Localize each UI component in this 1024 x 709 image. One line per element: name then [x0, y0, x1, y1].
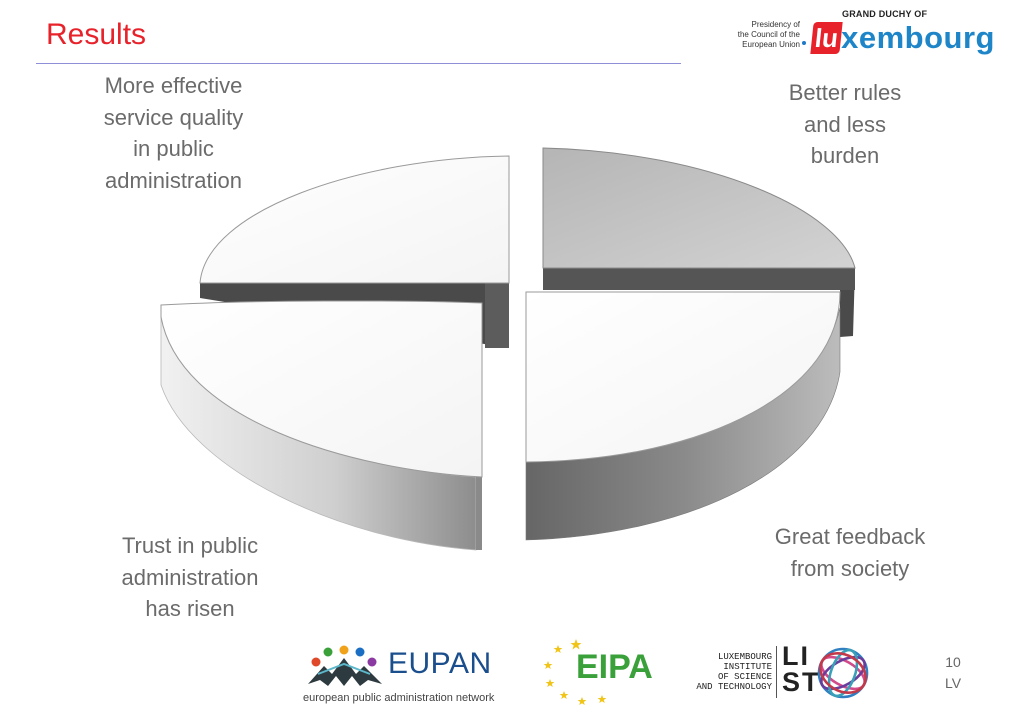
- page-number-value: 10: [945, 654, 961, 670]
- eipa-wordmark: EIPA: [576, 648, 653, 686]
- segment-top-face: [160, 300, 483, 478]
- label-line: Trust in public: [121, 533, 259, 558]
- label-bottom-right: Great feedback from society: [735, 521, 965, 584]
- label-line: service quality: [103, 104, 244, 130]
- list-institute-line: OF SCIENCE: [717, 672, 772, 682]
- pie-segment-bottom-right: [525, 291, 841, 541]
- label-line: More effective: [104, 73, 243, 98]
- list-logo: LUXEMBOURG INSTITUTE OF SCIENCE AND TECH…: [693, 640, 873, 704]
- label-line: burden: [810, 143, 880, 168]
- page-number: 10 LV: [935, 652, 971, 694]
- label-top-right: Better rules and less burden: [745, 77, 945, 172]
- label-line: in public: [133, 136, 214, 161]
- eipa-logo: EIPA: [540, 635, 660, 705]
- people-circle-icon: [308, 645, 382, 686]
- list-mark-line: ST: [782, 667, 821, 697]
- page-code: LV: [944, 675, 962, 691]
- eupan-wordmark: EUPAN: [388, 647, 492, 680]
- list-institute-name: LUXEMBOURG INSTITUTE OF SCIENCE AND TECH…: [696, 652, 772, 692]
- presidency-line: the Council of the: [737, 30, 800, 39]
- wordmark-prefix: lu: [810, 22, 843, 54]
- pie-segment-top-right: [542, 147, 856, 337]
- wordmark-rest: xembourg: [841, 20, 995, 55]
- segment-side-face: [485, 283, 509, 348]
- label-line: and less: [804, 111, 886, 137]
- luxembourg-presidency-logo: GRAND DUCHY OF Presidency of the Council…: [722, 6, 1012, 62]
- list-institute-line: AND TECHNOLOGY: [696, 682, 772, 692]
- presidency-label: Presidency of the Council of the Europea…: [722, 20, 800, 50]
- title-divider: [36, 63, 681, 64]
- list-divider: [776, 646, 777, 698]
- globe-rings-icon: [817, 647, 869, 699]
- label-line: administration: [121, 564, 259, 590]
- segment-top-face: [199, 155, 510, 284]
- presidency-line: European Union: [742, 40, 800, 49]
- segment-side-face: [543, 268, 855, 290]
- label-line: has risen: [145, 596, 235, 621]
- slide-title: Results: [46, 18, 147, 51]
- label-bottom-left: Trust in public administration has risen: [85, 530, 295, 625]
- results-pie-diagram: [160, 147, 856, 551]
- eupan-tagline: european public administration network: [303, 692, 495, 704]
- label-line: Great feedback: [774, 524, 926, 549]
- presidency-dot: [802, 41, 806, 45]
- label-line: administration: [105, 167, 242, 193]
- eupan-logo: EUPAN european public administration net…: [300, 640, 500, 706]
- presidency-line: Presidency of: [751, 20, 800, 29]
- list-institute-line: LUXEMBOURG: [717, 652, 772, 662]
- luxembourg-wordmark: lu xembourg: [810, 18, 995, 58]
- eu-stars-icon: [543, 639, 607, 705]
- list-mark: LI ST: [782, 641, 821, 697]
- label-top-left: More effective service quality in public…: [66, 70, 281, 196]
- segment-top-face: [542, 147, 856, 269]
- list-mark-line: LI: [782, 641, 810, 671]
- label-line: from society: [790, 555, 910, 581]
- list-institute-line: INSTITUTE: [723, 662, 772, 672]
- segment-top-face: [525, 291, 841, 463]
- grand-duchy-label: GRAND DUCHY OF: [842, 9, 928, 19]
- label-line: Better rules: [788, 80, 902, 105]
- pie-segment-bottom-left: [160, 300, 483, 551]
